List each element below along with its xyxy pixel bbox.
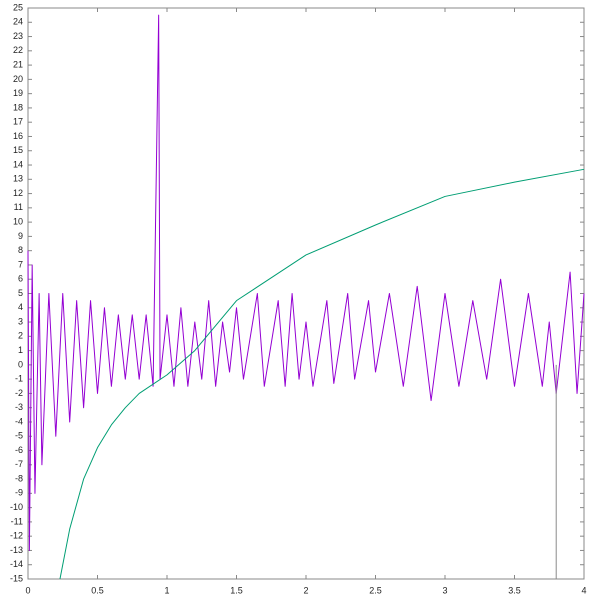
y-tick-label: -4	[15, 416, 23, 426]
x-tick-label: 3.5	[508, 585, 521, 595]
y-tick-label: 9	[18, 231, 23, 241]
y-tick-label: -8	[15, 473, 23, 483]
y-tick-label: 14	[13, 159, 23, 169]
y-tick-label: 5	[18, 288, 23, 298]
x-tick-label: 4	[581, 585, 586, 595]
y-tick-label: -14	[10, 559, 23, 569]
data-line	[59, 168, 585, 580]
y-tick-label: 11	[14, 202, 23, 212]
y-tick-label: 20	[13, 74, 23, 84]
y-tick-label: 23	[13, 31, 23, 41]
y-tick-label: 22	[13, 45, 23, 55]
y-tick-label: -1	[15, 374, 23, 384]
y-tick-label: 10	[13, 217, 23, 227]
y-tick-label: -12	[10, 531, 23, 541]
y-tick-label: -7	[15, 459, 23, 469]
y-tick-label: 24	[13, 17, 23, 27]
y-tick-label: -2	[15, 388, 23, 398]
y-tick-label: 21	[13, 59, 23, 69]
y-tick-label: 6	[18, 274, 23, 284]
y-tick-label: 1	[18, 345, 23, 355]
y-tick-label: 12	[13, 188, 23, 198]
y-tick-label: 19	[13, 88, 23, 98]
y-tick-label: 18	[13, 102, 23, 112]
y-tick-label: 4	[18, 302, 23, 312]
y-tick-label: -15	[10, 573, 23, 583]
data-line	[27, 14, 585, 551]
x-tick-label: 1.5	[230, 585, 243, 595]
y-tick-label: 2	[18, 331, 23, 341]
y-tick-label: 16	[13, 131, 23, 141]
y-tick-label: -11	[11, 516, 23, 526]
y-tick-label: 13	[13, 174, 23, 184]
x-tick-label: 2.5	[369, 585, 382, 595]
y-tick-label: 25	[13, 2, 23, 12]
y-tick-label: -9	[15, 488, 23, 498]
y-tick-label: 15	[13, 145, 23, 155]
y-tick-label: 17	[13, 117, 23, 127]
x-tick-label: 2	[303, 585, 308, 595]
plot-frame	[27, 7, 585, 580]
y-tick-label: 8	[18, 245, 23, 255]
y-tick-label: -10	[10, 502, 23, 512]
x-tick-label: 0.5	[91, 585, 104, 595]
x-tick-label: 0	[25, 585, 30, 595]
y-tick-label: -5	[15, 431, 23, 441]
y-tick-label: -3	[15, 402, 23, 412]
y-tick-label: -6	[15, 445, 23, 455]
x-tick-label: 1	[164, 585, 169, 595]
y-tick-label: 7	[18, 259, 23, 269]
x-tick-label: 3	[442, 585, 447, 595]
y-tick-label: 0	[18, 359, 23, 369]
y-tick-label: -13	[10, 545, 23, 555]
y-tick-label: 3	[18, 316, 23, 326]
